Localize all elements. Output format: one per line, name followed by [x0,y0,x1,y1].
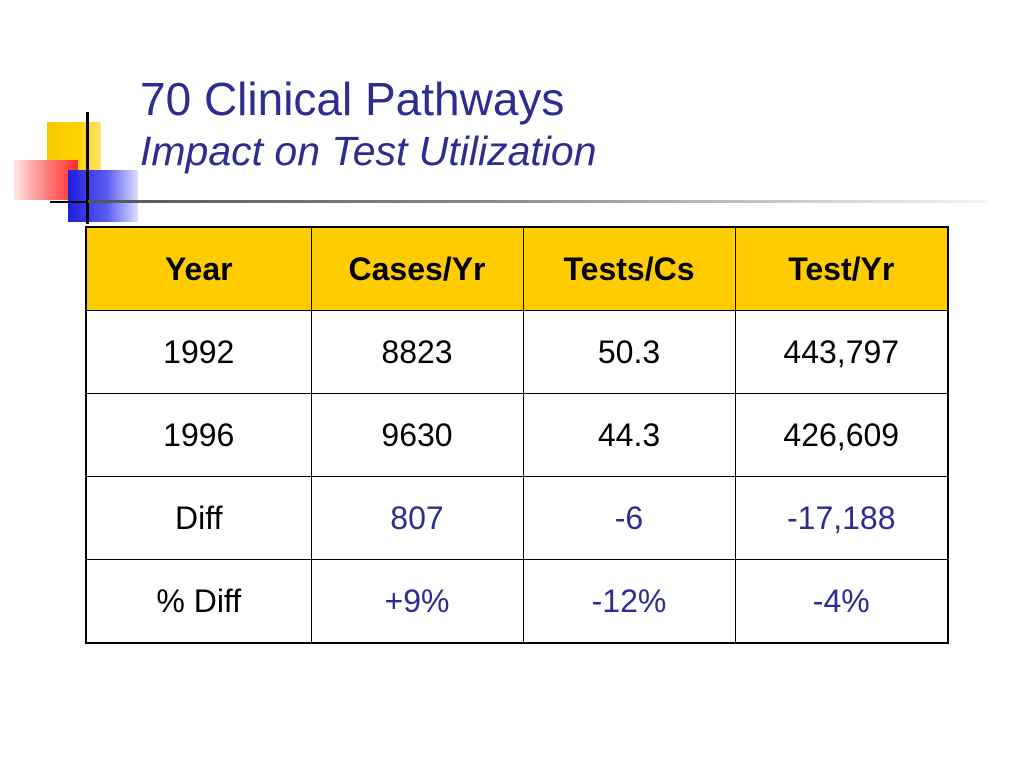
horizontal-accent-line [50,201,108,203]
table-row: 1992 8823 50.3 443,797 [85,310,949,394]
slide-title: 70 Clinical Pathways Impact on Test Util… [140,72,597,176]
table-row: 1996 9630 44.3 426,609 [85,393,949,477]
header-cases-per-year: Cases/Yr [310,226,524,311]
cell-tests-per-year-diff: -17,188 [734,476,949,560]
cell-tests-per-case: 44.3 [522,393,736,477]
header-year: Year [85,226,312,311]
table-row: Diff 807 -6 -17,188 [85,476,949,560]
cell-cases: 9630 [310,393,524,477]
cell-label: Diff [85,476,312,560]
header-tests-per-case: Tests/Cs [522,226,736,311]
table-header-row: Year Cases/Yr Tests/Cs Test/Yr [85,226,949,311]
cell-label: % Diff [85,559,312,644]
cell-tests-per-case: 50.3 [522,310,736,394]
table-row: % Diff +9% -12% -4% [85,559,949,644]
cell-year: 1996 [85,393,312,477]
cell-cases-pct-diff: +9% [310,559,524,644]
cell-tests-per-year-pct-diff: -4% [734,559,949,644]
red-square-decoration [14,160,78,200]
header-tests-per-year: Test/Yr [734,226,949,311]
cell-cases-diff: 807 [310,476,524,560]
title-line-1: 70 Clinical Pathways [140,73,565,125]
cell-tests-per-case-diff: -6 [522,476,736,560]
cell-tests-per-year: 443,797 [734,310,949,394]
utilization-table: Year Cases/Yr Tests/Cs Test/Yr 1992 8823… [85,226,949,644]
title-divider [88,200,988,203]
cell-year: 1992 [85,310,312,394]
vertical-accent-line [86,112,89,224]
cell-tests-per-year: 426,609 [734,393,949,477]
cell-cases: 8823 [310,310,524,394]
cell-tests-per-case-pct-diff: -12% [522,559,736,644]
corner-decoration [0,0,140,240]
blue-square-decoration [68,170,138,222]
title-line-2: Impact on Test Utilization [140,128,597,174]
